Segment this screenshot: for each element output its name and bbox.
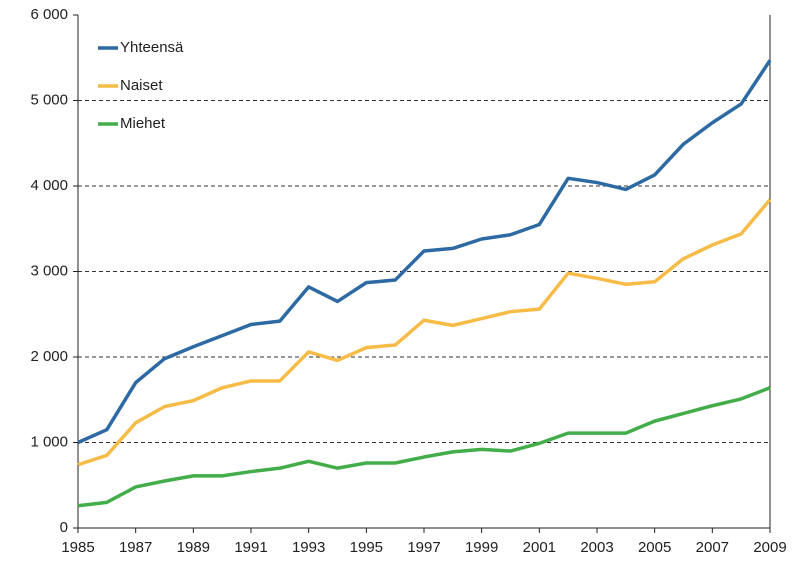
legend-label: Miehet [120, 115, 166, 132]
x-tick-label: 1991 [234, 539, 267, 556]
x-tick-label: 1995 [350, 539, 383, 556]
y-tick-label: 3 000 [30, 262, 68, 279]
x-tick-label: 1985 [61, 539, 94, 556]
x-tick-label: 2001 [523, 539, 556, 556]
y-tick-label: 6 000 [30, 6, 68, 23]
legend-label: Yhteensä [120, 39, 184, 56]
x-tick-label: 2003 [580, 539, 613, 556]
x-tick-label: 2007 [696, 539, 729, 556]
x-tick-label: 2009 [753, 539, 786, 556]
line-series [77, 59, 772, 445]
y-tick-label: 0 [60, 519, 68, 536]
legend-label: Naiset [120, 77, 163, 94]
x-tick-label: 1989 [177, 539, 210, 556]
x-tick-label: 1997 [407, 539, 440, 556]
y-tick-label: 4 000 [30, 177, 68, 194]
line-series [77, 386, 771, 508]
x-tick-label: 1993 [292, 539, 325, 556]
x-tick-label: 1999 [465, 539, 498, 556]
x-tick-label: 2005 [638, 539, 671, 556]
y-tick-label: 5 000 [30, 91, 68, 108]
y-tick-label: 2 000 [30, 348, 68, 365]
x-tick-label: 1987 [119, 539, 152, 556]
line-series [77, 198, 772, 467]
y-tick-label: 1 000 [30, 433, 68, 450]
